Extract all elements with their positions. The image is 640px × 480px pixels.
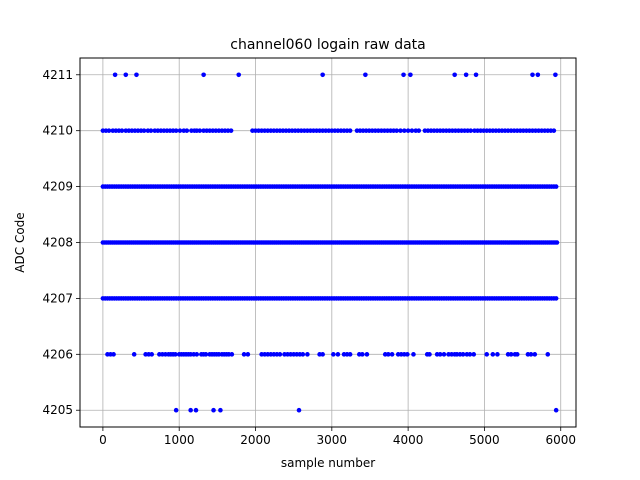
data-point xyxy=(347,128,353,133)
data-point xyxy=(188,407,193,413)
data-point xyxy=(305,352,310,357)
data-point xyxy=(385,352,391,357)
data-point xyxy=(553,296,559,301)
data-point xyxy=(360,352,365,357)
data-point xyxy=(229,352,235,357)
x-tick-label: 0 xyxy=(99,433,107,447)
data-point xyxy=(123,72,129,78)
data-point xyxy=(177,128,183,133)
data-point xyxy=(131,352,137,357)
data-point xyxy=(203,352,209,357)
x-tick-label: 4000 xyxy=(393,433,424,447)
y-tick-label: 4206 xyxy=(42,347,73,361)
y-tick-label: 4205 xyxy=(42,403,73,417)
data-point xyxy=(331,352,336,357)
data-point xyxy=(405,128,411,133)
data-point xyxy=(530,72,535,78)
data-point xyxy=(398,128,403,133)
data-point xyxy=(452,72,457,78)
data-point xyxy=(551,128,557,133)
data-point xyxy=(394,128,399,133)
data-point xyxy=(300,352,306,357)
data-point xyxy=(554,240,560,245)
axis-ticks: 0 1000 2000 3000 4000 5000 6000 4205 4206 4207 420… xyxy=(42,68,576,447)
data-point xyxy=(468,128,473,133)
data-point xyxy=(535,72,541,78)
data-point xyxy=(320,72,325,78)
data-point xyxy=(364,352,370,357)
data-point xyxy=(236,72,242,78)
x-tick-label: 5000 xyxy=(469,433,500,447)
data-point xyxy=(296,407,302,413)
data-point xyxy=(197,128,203,133)
data-point xyxy=(553,72,558,78)
data-point xyxy=(545,352,551,357)
data-point xyxy=(141,128,147,133)
data-point xyxy=(460,352,466,357)
data-point xyxy=(495,352,500,357)
data-point xyxy=(320,352,325,357)
data-point xyxy=(173,407,179,413)
y-tick-label: 4209 xyxy=(42,180,73,194)
data-point xyxy=(173,128,179,133)
data-point xyxy=(389,352,395,357)
data-point xyxy=(347,352,353,357)
data-point xyxy=(241,352,247,357)
y-tick-label: 4210 xyxy=(42,124,73,138)
data-point xyxy=(409,128,415,133)
y-tick-label: 4207 xyxy=(42,291,73,305)
x-tick-label: 1000 xyxy=(164,433,195,447)
data-point xyxy=(245,352,251,357)
data-point xyxy=(363,72,368,78)
data-point xyxy=(467,352,473,357)
data-point xyxy=(277,352,283,357)
x-axis-label: sample number xyxy=(281,456,375,470)
data-point xyxy=(411,352,416,357)
data-point xyxy=(553,184,559,189)
data-point xyxy=(184,128,190,133)
data-point xyxy=(112,72,118,78)
data-point xyxy=(427,352,432,357)
data-point xyxy=(508,352,514,357)
data-point xyxy=(402,128,407,133)
data-point xyxy=(106,128,112,133)
data-point xyxy=(211,407,216,413)
data-point xyxy=(471,352,477,357)
data-point xyxy=(437,352,443,357)
data-point xyxy=(416,128,422,133)
data-point xyxy=(514,352,520,357)
data-point xyxy=(473,72,479,78)
data-point xyxy=(194,352,200,357)
data-point xyxy=(111,352,116,357)
data-point xyxy=(201,72,206,78)
x-tick-label: 2000 xyxy=(240,433,271,447)
data-point xyxy=(490,352,496,357)
data-point xyxy=(335,352,341,357)
x-tick-label: 6000 xyxy=(545,433,576,447)
data-point xyxy=(149,352,155,357)
data-point xyxy=(528,352,534,357)
data-point xyxy=(401,72,406,78)
data-point xyxy=(173,352,178,357)
data-point xyxy=(119,128,125,133)
data-point xyxy=(484,352,490,357)
data-point xyxy=(441,352,447,357)
data-point xyxy=(532,352,538,357)
data-point xyxy=(134,72,139,78)
data-point xyxy=(408,72,413,78)
data-points xyxy=(100,72,560,413)
x-tick-label: 3000 xyxy=(317,433,348,447)
y-tick-label: 4211 xyxy=(42,68,73,82)
y-tick-label: 4208 xyxy=(42,236,73,250)
data-point xyxy=(463,72,469,78)
y-axis-label: ADC Code xyxy=(13,212,27,272)
data-point xyxy=(553,407,559,413)
data-point xyxy=(193,407,199,413)
data-point xyxy=(218,407,223,413)
data-point xyxy=(148,128,154,133)
data-point xyxy=(228,128,234,133)
chart-title: channel060 logain raw data xyxy=(230,37,425,53)
data-point xyxy=(405,352,410,357)
